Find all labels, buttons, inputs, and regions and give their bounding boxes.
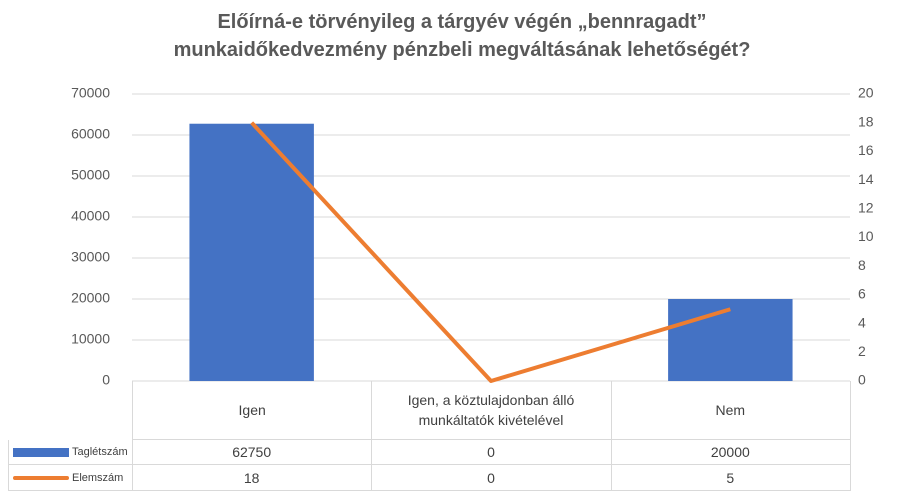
y-tick-label: 40000 [71, 208, 110, 224]
y-tick-label: 70000 [71, 85, 110, 101]
y-tick-label: 10000 [71, 331, 110, 347]
y2-tick-label: 0 [858, 372, 866, 388]
y2-tick-label: 12 [858, 200, 874, 216]
y2-tick-label: 8 [858, 257, 866, 273]
legend-cell: Elemszám [8, 465, 133, 491]
y-tick-label: 60000 [71, 126, 110, 142]
value-cell: 0 [371, 465, 612, 491]
y-tick-label: 30000 [71, 249, 110, 265]
y2-tick-label: 20 [858, 85, 874, 101]
legend-label: Elemszám [72, 471, 124, 484]
bar [189, 123, 314, 381]
y2-tick-label: 16 [858, 142, 874, 158]
y2-tick-label: 4 [858, 314, 866, 330]
y2-tick-label: 6 [858, 286, 866, 302]
value-cell: 62750 [132, 440, 373, 465]
legend-key [13, 447, 69, 457]
y2-tick-label: 18 [858, 113, 874, 129]
category-cell: Nem [610, 381, 851, 440]
legend-label: Taglétszám [72, 446, 128, 458]
bar [668, 299, 793, 381]
category-cell: Igen [132, 381, 373, 440]
y2-tick-label: 14 [858, 171, 874, 187]
y-tick-label: 50000 [71, 167, 110, 183]
legend-cell: Taglétszám [8, 440, 133, 465]
value-cell: 5 [610, 465, 851, 491]
chart-title: Előírná-e törvényileg a tárgyév végén „b… [173, 11, 751, 61]
value-cell: 20000 [610, 440, 851, 465]
value-cell: 18 [132, 465, 373, 491]
category-cell: Igen, a köztulajdonban álló munkáltatók … [371, 381, 612, 440]
y-tick-label: 20000 [71, 290, 110, 306]
y-tick-label: 0 [102, 372, 110, 388]
y2-tick-label: 2 [858, 343, 866, 359]
line [250, 121, 731, 383]
y2-tick-label: 10 [858, 228, 874, 244]
value-cell: 0 [371, 440, 612, 465]
legend-key [13, 475, 69, 480]
